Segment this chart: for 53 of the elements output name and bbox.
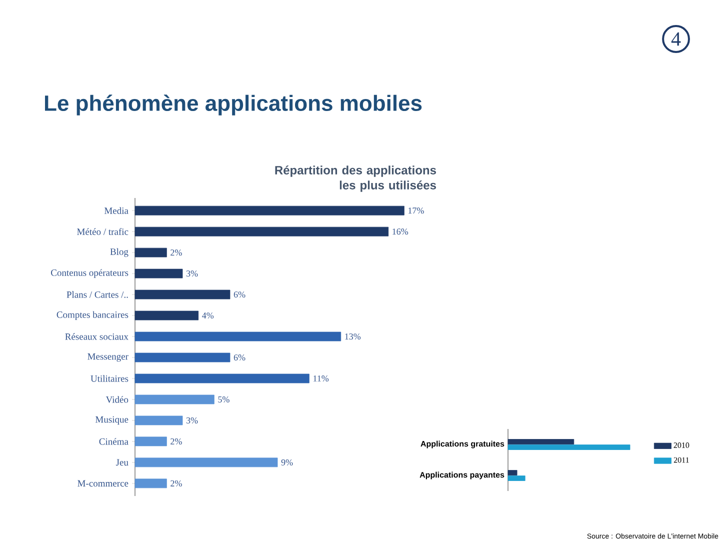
y-tick-label: Applications gratuites (420, 440, 504, 448)
chart-title: Le phénomène applications mobiles (45, 94, 422, 116)
bar (134, 206, 404, 216)
y-tick-label: Réseaux sociaux (65, 333, 128, 340)
bar (134, 332, 342, 342)
data-label: 6% (234, 291, 246, 298)
data-label: 3% (186, 270, 198, 277)
y-tick-label: Jeu (116, 459, 128, 466)
bar (508, 439, 574, 444)
bar (134, 226, 389, 236)
bar (134, 374, 310, 384)
data-label: 5% (218, 396, 230, 403)
bar (508, 444, 630, 450)
data-label: 2% (170, 480, 182, 486)
data-label: 6% (234, 354, 246, 361)
y-tick-label: Utilitaires (90, 375, 128, 382)
y-tick-label: Musique (95, 416, 128, 425)
legend-label: 2010 (674, 442, 690, 448)
bar (134, 352, 230, 362)
bar (134, 394, 214, 404)
data-label: 4% (202, 312, 214, 319)
data-label: 16% (392, 228, 408, 235)
y-tick-label: M-commerce (78, 480, 128, 487)
y-tick-label: Contenus opérateurs (51, 269, 128, 278)
bar (134, 310, 199, 320)
data-label: 2% (170, 250, 182, 256)
bar (134, 416, 183, 426)
y-tick-label: Blog (110, 248, 128, 257)
y-tick-label: Media (104, 207, 128, 214)
bar (134, 248, 167, 258)
data-label: 13% (345, 333, 361, 340)
y-tick-label: Comptes bancaires (56, 311, 128, 320)
bar (134, 458, 278, 468)
bar (134, 436, 167, 446)
bar (508, 476, 526, 481)
chart-subtitle: Répartition des applications les plus utilisées (275, 166, 436, 192)
y-tick-label: Météo / trafic (77, 228, 128, 235)
bar (508, 470, 518, 476)
bar (134, 290, 230, 300)
y-tick-label: Messenger (88, 353, 128, 362)
y-tick-label: Vidéo (106, 396, 128, 403)
y-tick-label: Plans / Cartes /.. (66, 291, 128, 298)
y-tick-label: Cinéma (99, 438, 128, 445)
bar (134, 268, 183, 278)
data-label: 2% (170, 438, 182, 444)
data-label: 17% (408, 208, 424, 214)
bar (134, 478, 167, 488)
text: 4 (671, 32, 681, 46)
legend-label: 2011 (674, 457, 689, 463)
data-label: 3% (186, 417, 198, 424)
data-label: 9% (281, 459, 293, 466)
y-tick-label: Applications payantes (420, 472, 504, 480)
data-label: 11% (313, 375, 329, 382)
